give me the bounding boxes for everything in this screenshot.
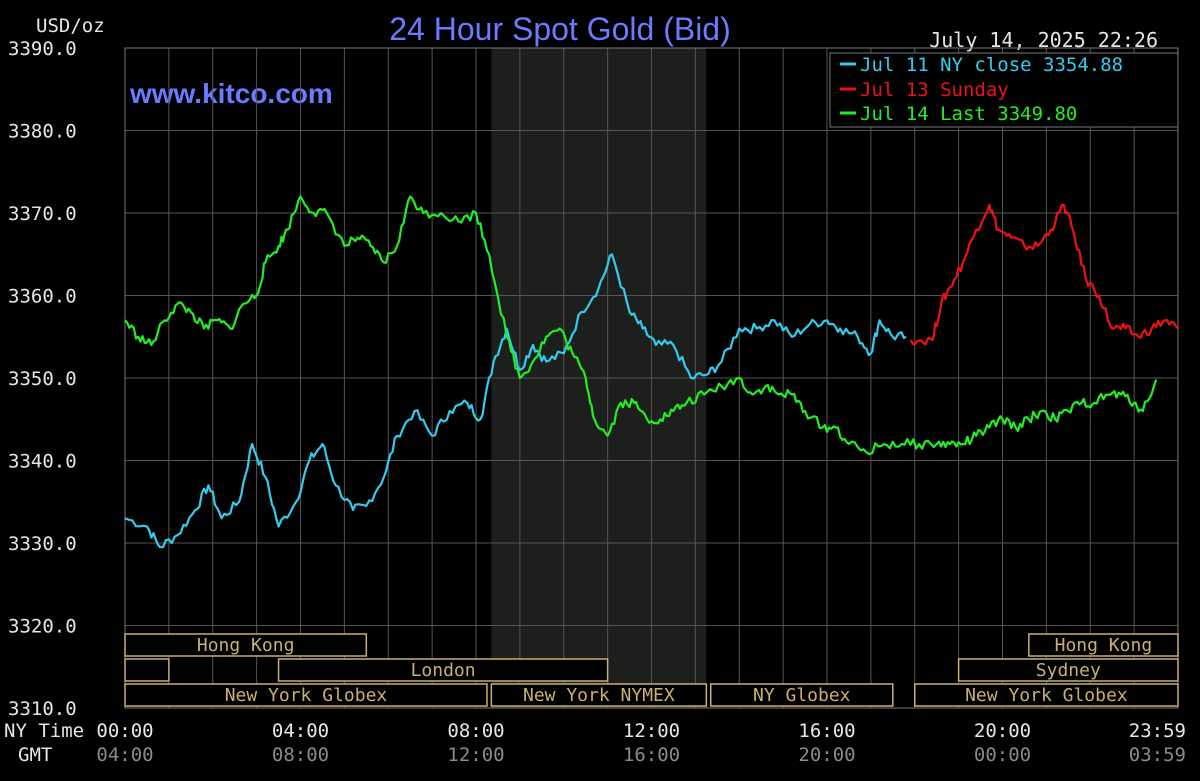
- x-tick-label-ny: 00:00: [96, 720, 153, 742]
- x-tick-label-gmt: 04:00: [96, 744, 153, 766]
- site-watermark[interactable]: www.kitco.com: [129, 78, 333, 109]
- y-tick-label: 3330.0: [8, 533, 77, 555]
- x-tick-label-gmt: 00:00: [974, 744, 1031, 766]
- y-axis-unit: USD/oz: [36, 15, 105, 37]
- x-tick-label-ny: 23:59: [1129, 720, 1186, 742]
- session-label: Hong Kong: [197, 635, 295, 656]
- series-line-2: [124, 195, 1158, 456]
- chart-title: 24 Hour Spot Gold (Bid): [389, 11, 731, 47]
- session-label: Hong Kong: [1055, 635, 1153, 656]
- session-bar: Hong Kong: [124, 633, 368, 657]
- session-box: [914, 683, 1179, 707]
- session-box: [1028, 633, 1179, 657]
- legend-label: Jul 14 Last 3349.80: [860, 103, 1077, 125]
- y-tick-label: 3350.0: [8, 368, 77, 390]
- session-bar: [124, 658, 170, 682]
- x-tick-label-ny: 08:00: [447, 720, 504, 742]
- session-bar: New York NYMEX: [490, 683, 708, 707]
- session-label: London: [411, 660, 476, 681]
- session-label: New York Globex: [965, 685, 1128, 706]
- session-box: [124, 683, 488, 707]
- y-tick-label: 3310.0: [8, 698, 77, 720]
- legend-item-jul13: Jul 13 Sunday: [840, 79, 1009, 101]
- session-bar: NY Globex: [709, 683, 894, 707]
- session-bar: New York Globex: [914, 683, 1179, 707]
- session-label: NY Globex: [753, 685, 851, 706]
- y-tick-label: 3390.0: [8, 38, 77, 60]
- y-tick-label: 3360.0: [8, 286, 77, 308]
- x-tick-label-ny: 12:00: [623, 720, 680, 742]
- session-box: [124, 633, 368, 657]
- legend-item-jul11: Jul 11 NY close 3354.88: [840, 54, 1123, 76]
- legend-label: Jul 13 Sunday: [860, 79, 1009, 101]
- y-tick-label: 3380.0: [8, 121, 77, 143]
- x-tick-label-ny: 20:00: [974, 720, 1031, 742]
- session-bar: London: [277, 658, 609, 682]
- series-line-0: [124, 253, 907, 549]
- session-bar: Sydney: [957, 658, 1179, 682]
- plot-area: 3310.0 3320.0 3330.0 3340.0 3350.0 3360.0 3370…: [8, 38, 1186, 766]
- session-bar: Hong Kong: [1028, 633, 1179, 657]
- x-tick-label-gmt: 16:00: [623, 744, 680, 766]
- session-box: [709, 683, 894, 707]
- x-tick-label-gmt: 12:00: [447, 744, 504, 766]
- ny-time-label: NY Time: [4, 720, 84, 742]
- session-box: [490, 683, 708, 707]
- session-box: [124, 658, 170, 682]
- session-box: [277, 658, 609, 682]
- x-tick-label-ny: 16:00: [798, 720, 855, 742]
- y-tick-label: 3340.0: [8, 451, 77, 473]
- session-label: Sydney: [1036, 660, 1101, 681]
- session-box: [957, 658, 1179, 682]
- series-line-1: [909, 203, 1179, 346]
- y-tick-label: 3370.0: [8, 203, 77, 225]
- legend-item-jul14: Jul 14 Last 3349.80: [840, 103, 1077, 125]
- x-tick-label-ny: 04:00: [272, 720, 329, 742]
- legend-label: Jul 11 NY close 3354.88: [860, 54, 1123, 76]
- y-tick-label: 3320.0: [8, 616, 77, 638]
- gmt-label: GMT: [18, 744, 52, 766]
- x-tick-label-gmt: 08:00: [272, 744, 329, 766]
- session-label: New York Globex: [225, 685, 388, 706]
- legend: Jul 11 NY close 3354.88 Jul 13 Sunday Ju…: [829, 52, 1179, 128]
- session-bar: New York Globex: [124, 683, 488, 707]
- x-tick-label-gmt: 03:59: [1129, 744, 1186, 766]
- x-tick-label-gmt: 20:00: [798, 744, 855, 766]
- plot-border: [124, 47, 1179, 709]
- session-label: New York NYMEX: [523, 685, 675, 706]
